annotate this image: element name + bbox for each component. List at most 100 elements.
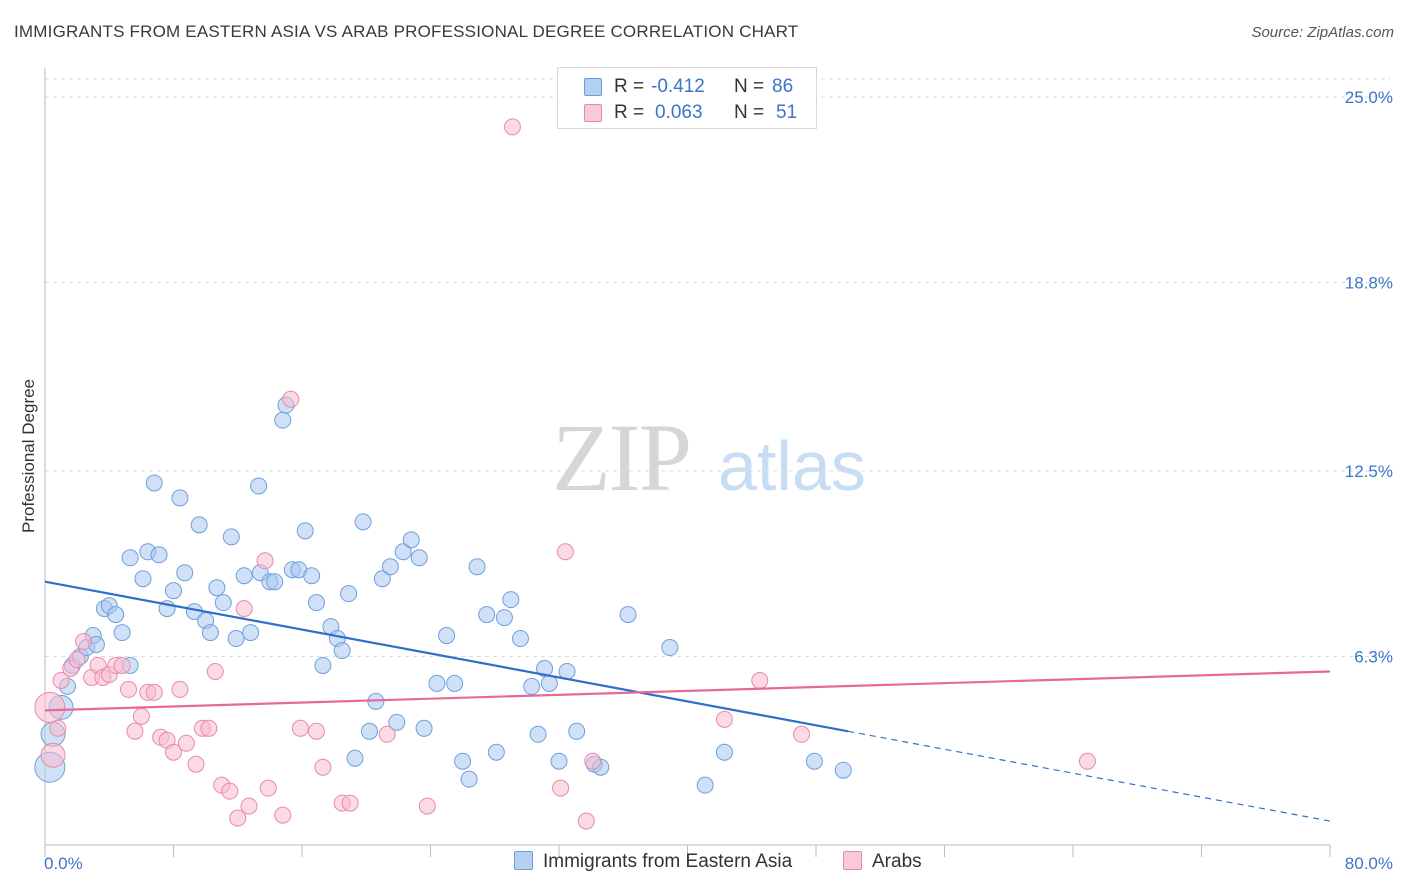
legend-label: Arabs bbox=[872, 851, 922, 872]
eastern-asia-point bbox=[354, 513, 372, 531]
eastern-asia-point bbox=[340, 585, 358, 603]
eastern-asia-point bbox=[715, 743, 733, 761]
eastern-asia-point bbox=[145, 474, 163, 492]
n-value: 51 bbox=[776, 102, 798, 123]
legend-swatch-pink bbox=[843, 851, 862, 870]
arabs-point bbox=[291, 719, 309, 737]
eastern-asia-point bbox=[250, 477, 268, 495]
eastern-asia-point bbox=[502, 591, 520, 609]
eastern-asia-point bbox=[568, 722, 586, 740]
eastern-asia-trend-extension bbox=[848, 730, 1331, 822]
arabs-point bbox=[418, 797, 436, 815]
eastern-asia-point bbox=[150, 546, 168, 564]
arabs-point bbox=[49, 719, 67, 737]
eastern-asia-point bbox=[428, 674, 446, 692]
eastern-asia-point bbox=[529, 725, 547, 743]
arabs-point bbox=[341, 794, 359, 812]
arabs-point bbox=[145, 683, 163, 701]
arabs-point bbox=[378, 725, 396, 743]
tick-labels: 6.3% 12.5% 18.8% 25.0% 0.0% 80.0% bbox=[44, 88, 1393, 873]
correlation-legend: R = -0.412 N = 86 R = 0.063 N = 51 bbox=[557, 67, 817, 129]
arabs-point bbox=[165, 743, 182, 761]
eastern-asia-point bbox=[190, 516, 208, 534]
arabs-point bbox=[52, 671, 70, 689]
eastern-asia-point bbox=[201, 624, 219, 642]
source-label: Source: ZipAtlas.com bbox=[1251, 24, 1394, 41]
r-value: -0.412 bbox=[651, 76, 705, 97]
eastern-asia-point bbox=[360, 722, 378, 740]
eastern-asia-point bbox=[468, 558, 486, 576]
arabs-point bbox=[177, 734, 195, 752]
arabs-point bbox=[171, 680, 189, 698]
legend-swatch-blue bbox=[584, 78, 602, 96]
eastern-asia-point bbox=[307, 594, 325, 612]
legend-item-arabs: Arabs bbox=[843, 851, 922, 873]
eastern-asia-point bbox=[171, 489, 189, 507]
y-tick-label: 6.3% bbox=[1354, 648, 1393, 667]
chart-title: IMMIGRANTS FROM EASTERN ASIA VS ARAB PRO… bbox=[14, 22, 799, 41]
arabs-point bbox=[200, 719, 218, 737]
eastern-asia-point bbox=[314, 656, 332, 674]
arabs-point bbox=[75, 633, 93, 651]
arabs-point bbox=[229, 809, 247, 827]
y-tick-label: 25.0% bbox=[1345, 88, 1393, 107]
n-label: N = bbox=[734, 76, 765, 97]
y-tick-label: 18.8% bbox=[1345, 274, 1393, 293]
arabs-trend-line bbox=[44, 670, 1331, 712]
eastern-asia-point bbox=[805, 752, 823, 770]
arabs-point bbox=[584, 752, 602, 770]
trend-lines bbox=[44, 580, 1331, 822]
eastern-asia-point bbox=[113, 624, 131, 642]
x-tick-label: 80.0% bbox=[1345, 854, 1393, 873]
arabs-point bbox=[256, 552, 274, 570]
arabs-point bbox=[552, 779, 570, 797]
eastern-asia-point bbox=[227, 630, 245, 648]
eastern-asia-point bbox=[410, 549, 428, 567]
arabs-point bbox=[113, 656, 131, 674]
eastern-asia-point bbox=[333, 642, 351, 660]
n-label: N = bbox=[734, 102, 765, 123]
arabs-point bbox=[206, 662, 224, 680]
legend-item-eastern-asia: Immigrants from Eastern Asia bbox=[514, 851, 792, 873]
r-label: R = bbox=[614, 76, 645, 97]
eastern-asia-point bbox=[487, 743, 505, 761]
eastern-asia-point bbox=[165, 582, 182, 600]
r-value: 0.063 bbox=[655, 102, 703, 123]
eastern-asia-point bbox=[438, 627, 456, 645]
eastern-asia-trend-line bbox=[44, 580, 849, 733]
arabs-point bbox=[120, 680, 138, 698]
arabs-point bbox=[68, 650, 86, 668]
watermark-zip: ZIP bbox=[552, 404, 690, 511]
eastern-asia-point bbox=[550, 752, 568, 770]
eastern-asia-point bbox=[834, 761, 852, 779]
x-tick-label: 0.0% bbox=[44, 854, 83, 873]
arabs-point bbox=[34, 691, 66, 723]
arabs-point bbox=[40, 742, 66, 768]
eastern-asia-point bbox=[242, 624, 260, 642]
arabs-point bbox=[132, 707, 150, 725]
eastern-asia-point bbox=[523, 677, 541, 695]
y-axis-label: Professional Degree bbox=[19, 379, 38, 533]
arabs-point bbox=[715, 710, 733, 728]
eastern-asia-point bbox=[402, 531, 420, 549]
eastern-asia-point bbox=[460, 770, 478, 788]
eastern-asia-point bbox=[394, 543, 412, 561]
eastern-asia-point bbox=[296, 522, 314, 540]
legend-label: Immigrants from Eastern Asia bbox=[543, 851, 793, 872]
eastern-asia-point bbox=[303, 567, 321, 585]
arabs-point bbox=[126, 722, 144, 740]
eastern-asia-point bbox=[208, 579, 226, 597]
eastern-asia-point bbox=[373, 570, 391, 588]
eastern-asia-point bbox=[176, 564, 194, 582]
eastern-asia-point bbox=[107, 606, 125, 624]
eastern-asia-point bbox=[495, 609, 513, 627]
arabs-point bbox=[274, 806, 292, 824]
eastern-asia-point bbox=[478, 606, 496, 624]
arabs-point bbox=[793, 725, 811, 743]
eastern-asia-point bbox=[134, 570, 152, 588]
arabs-point bbox=[282, 390, 300, 408]
y-tick-label: 12.5% bbox=[1345, 462, 1393, 481]
eastern-asia-point bbox=[214, 594, 232, 612]
arabs-point bbox=[503, 118, 521, 136]
